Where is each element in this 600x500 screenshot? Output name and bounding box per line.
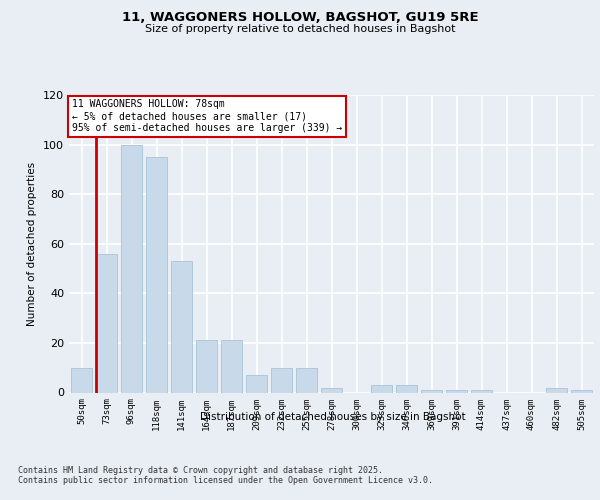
Text: Size of property relative to detached houses in Bagshot: Size of property relative to detached ho… — [145, 24, 455, 34]
Bar — [96, 254, 117, 392]
Text: 11 WAGGONERS HOLLOW: 78sqm
← 5% of detached houses are smaller (17)
95% of semi-: 11 WAGGONERS HOLLOW: 78sqm ← 5% of detac… — [71, 100, 342, 132]
Text: Contains HM Land Registry data © Crown copyright and database right 2025.
Contai: Contains HM Land Registry data © Crown c… — [18, 466, 433, 485]
Bar — [396, 385, 417, 392]
Bar — [421, 390, 442, 392]
Bar — [146, 157, 167, 392]
Bar — [71, 368, 92, 392]
Bar — [321, 388, 342, 392]
Bar — [196, 340, 217, 392]
Y-axis label: Number of detached properties: Number of detached properties — [28, 162, 37, 326]
Bar — [571, 390, 592, 392]
Text: Distribution of detached houses by size in Bagshot: Distribution of detached houses by size … — [200, 412, 466, 422]
Bar — [246, 375, 267, 392]
Text: 11, WAGGONERS HOLLOW, BAGSHOT, GU19 5RE: 11, WAGGONERS HOLLOW, BAGSHOT, GU19 5RE — [122, 11, 478, 24]
Bar — [371, 385, 392, 392]
Bar — [171, 261, 192, 392]
Bar — [296, 368, 317, 392]
Bar — [221, 340, 242, 392]
Bar — [446, 390, 467, 392]
Bar — [546, 388, 567, 392]
Bar — [471, 390, 492, 392]
Bar — [121, 144, 142, 392]
Bar — [271, 368, 292, 392]
